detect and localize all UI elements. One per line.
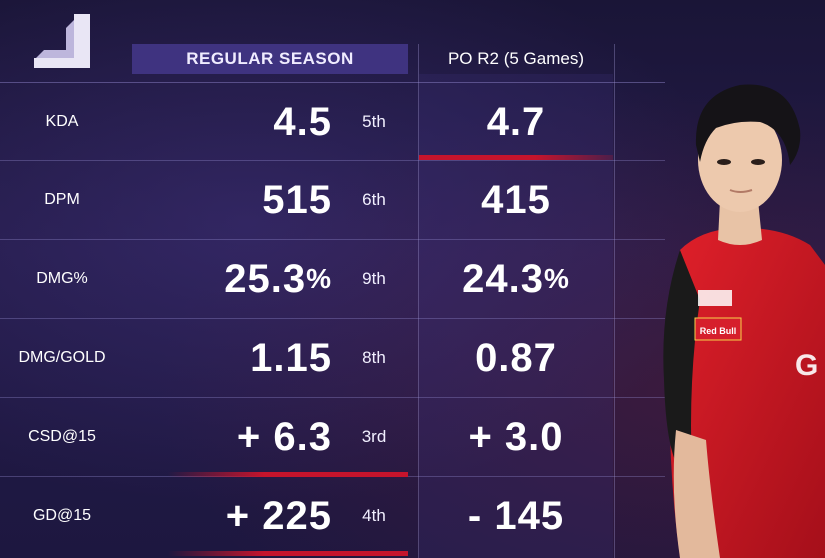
league-logo-icon	[34, 14, 90, 68]
playoffs-header: PO R2 (5 Games)	[447, 49, 585, 68]
stat-row-gd15: GD@15 + 225 4th - 145	[0, 476, 665, 555]
stat-label: DPM	[44, 191, 80, 208]
stat-row-dmg-percent: DMG% 25.3% 9th 24.3%	[0, 239, 665, 318]
regular-season-number: 25.3	[224, 256, 307, 301]
highlight-bar	[419, 155, 613, 160]
regular-season-value: 1.15	[250, 335, 332, 380]
stat-label: DMG%	[36, 270, 88, 287]
league-rank: 9th	[362, 269, 386, 288]
playoff-number: 24.3	[462, 256, 544, 301]
playoff-value: + 3.0	[468, 414, 564, 459]
playoff-column-frame	[418, 44, 615, 558]
stat-label: CSD@15	[28, 428, 96, 445]
percent-unit: %	[306, 263, 332, 294]
player-portrait: Red Bull G	[663, 84, 825, 558]
stat-row-kda: KDA 4.5 5th 4.7	[0, 82, 665, 161]
regular-season-value: 515	[262, 177, 332, 222]
stat-label: KDA	[45, 113, 79, 130]
regular-season-value: 4.5	[273, 99, 332, 144]
playoff-value: 0.87	[475, 335, 557, 380]
highlight-bar	[168, 472, 408, 477]
jersey-sponsor-text: Red Bull	[700, 326, 737, 336]
playoff-value: 4.7	[486, 99, 546, 144]
highlight-bar	[168, 551, 408, 556]
league-rank: 6th	[362, 190, 386, 209]
league-rank: 5th	[362, 112, 386, 131]
playoff-value: - 145	[467, 493, 565, 538]
percent-unit: %	[543, 263, 570, 294]
jersey-team-text: G	[795, 349, 818, 382]
playoff-column-shade	[419, 74, 613, 558]
league-rank: 8th	[362, 348, 386, 367]
stat-row-dpm: DPM 515 6th 415	[0, 160, 665, 239]
stat-label: DMG/GOLD	[18, 349, 106, 366]
regular-season-header: REGULAR SEASON	[132, 44, 408, 74]
stat-row-dmg-gold: DMG/GOLD 1.15 8th 0.87	[0, 318, 665, 397]
regular-season-value: + 225	[225, 493, 332, 538]
stat-label: GD@15	[32, 507, 92, 524]
league-rank: 3rd	[361, 427, 387, 446]
stat-row-csd15: CSD@15 + 6.3 3rd + 3.0	[0, 397, 665, 476]
regular-season-value: + 6.3	[236, 414, 332, 459]
playoff-value: 415	[481, 177, 551, 222]
playoff-value: 24.3%	[419, 240, 613, 318]
regular-season-value: 25.3%	[132, 240, 332, 318]
league-rank: 4th	[362, 506, 386, 525]
